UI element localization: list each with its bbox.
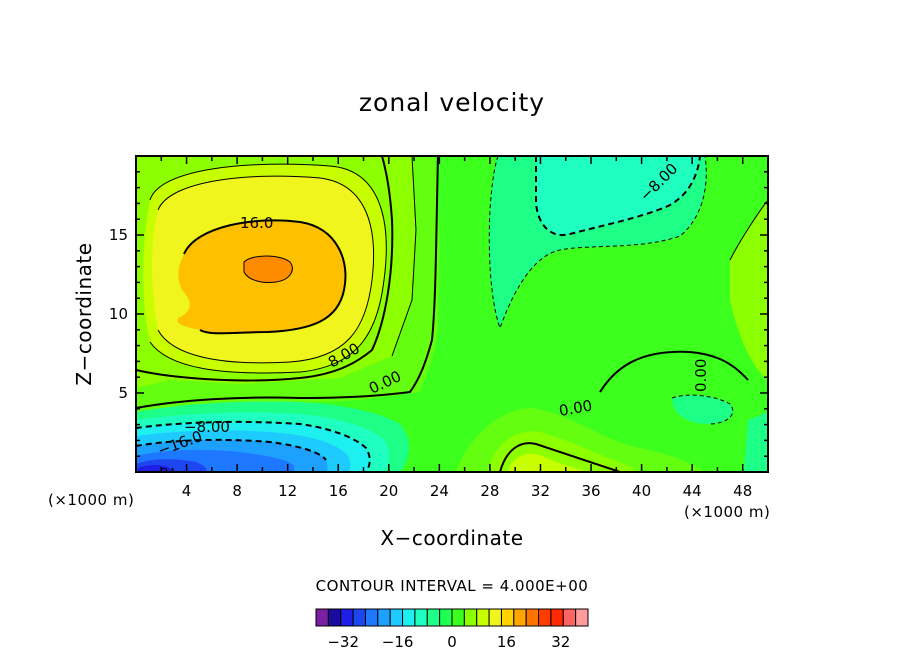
colorbar-tick-label: 0 bbox=[447, 633, 457, 651]
contour-line bbox=[499, 442, 621, 472]
colorbar-tick-label: −32 bbox=[327, 633, 359, 651]
x-tick-label: 20 bbox=[379, 482, 398, 500]
contour-line bbox=[183, 219, 347, 335]
colorbar-swatch bbox=[340, 608, 354, 627]
x-axis: 4 8 12 16 20 24 28 32 36 40 44 48 bbox=[160, 156, 769, 500]
colorbar-swatch bbox=[550, 608, 564, 627]
contour-label: −24 bbox=[152, 466, 175, 479]
contour-label: 0.00 bbox=[692, 359, 710, 392]
x-tick-label: 12 bbox=[278, 482, 297, 500]
colorbar-swatch bbox=[451, 608, 465, 627]
contour-label: −8.00 bbox=[184, 418, 230, 436]
contour-band bbox=[536, 156, 700, 236]
colorbar-swatch bbox=[500, 608, 515, 627]
colorbar-swatch bbox=[402, 608, 416, 627]
x-unit-label: (×1000 m) bbox=[684, 503, 771, 521]
x-tick-label: 40 bbox=[632, 482, 651, 500]
colorbar-tick-label: 16 bbox=[497, 633, 516, 651]
contour-line bbox=[671, 394, 734, 425]
contour-label: 16.0 bbox=[240, 214, 273, 232]
colorbar-swatch bbox=[562, 608, 577, 627]
contour-line bbox=[136, 156, 439, 409]
contour-band bbox=[672, 395, 733, 424]
chart-title: zonal velocity bbox=[358, 88, 546, 117]
x-axis-label: X−coordinate bbox=[380, 526, 524, 550]
colorbar-swatch bbox=[525, 608, 540, 627]
contour-band bbox=[508, 453, 590, 472]
contour-interval-label: CONTOUR INTERVAL = 4.000E+00 bbox=[315, 577, 589, 595]
y-tick-label: 15 bbox=[109, 226, 128, 244]
colorbar-swatch bbox=[463, 608, 478, 627]
contour-line bbox=[391, 156, 417, 357]
x-tick-label: 36 bbox=[581, 482, 600, 500]
colorbar-swatch bbox=[352, 608, 366, 627]
colorbar-swatch bbox=[513, 608, 527, 627]
contour-line bbox=[136, 420, 371, 472]
contour-line bbox=[136, 438, 327, 461]
contour-band bbox=[244, 256, 293, 283]
colorbar-tick-label: −16 bbox=[382, 633, 414, 651]
contour-fill: 16.0 8.00 0.00 −8.00 −16.0 0.00 0.00 −8.… bbox=[136, 156, 768, 479]
contour-line bbox=[157, 175, 375, 364]
colorbar-swatch bbox=[327, 608, 342, 627]
contour-line bbox=[535, 156, 701, 237]
contour-line bbox=[599, 350, 749, 393]
x-tick-label: 4 bbox=[182, 482, 192, 500]
contour-line bbox=[488, 156, 707, 330]
colorbar-swatch bbox=[414, 608, 428, 627]
x-tick-label: 48 bbox=[733, 482, 752, 500]
x-tick-label: 32 bbox=[531, 482, 550, 500]
z-unit-label: (×1000 m) bbox=[48, 491, 135, 509]
y-tick-label: 10 bbox=[109, 305, 128, 323]
contour-line bbox=[149, 163, 387, 374]
x-tick-label: 24 bbox=[430, 482, 449, 500]
contour-band bbox=[744, 412, 768, 472]
colorbar-swatch bbox=[488, 608, 502, 627]
colorbar-swatch bbox=[476, 608, 490, 627]
colorbar-swatch bbox=[315, 608, 329, 627]
x-tick-label: 16 bbox=[329, 482, 348, 500]
colorbar-swatch bbox=[439, 608, 453, 627]
colorbar-swatch bbox=[575, 608, 589, 627]
colorbar-swatch bbox=[377, 608, 391, 627]
contour-line bbox=[243, 255, 293, 283]
colorbar-swatch bbox=[364, 608, 379, 627]
x-tick-label: 8 bbox=[232, 482, 242, 500]
y-axis: 5 10 15 bbox=[109, 171, 768, 457]
y-axis-label: Z−coordinate bbox=[72, 242, 96, 386]
colorbar-swatch bbox=[538, 608, 552, 627]
colorbar: −32 −16 0 16 32 bbox=[315, 608, 589, 651]
x-tick-label: 44 bbox=[683, 482, 702, 500]
colorbar-swatch bbox=[426, 608, 441, 627]
y-tick-label: 5 bbox=[118, 384, 128, 402]
colorbar-tick-label: 32 bbox=[551, 633, 570, 651]
colorbar-swatch bbox=[389, 608, 404, 627]
x-tick-label: 28 bbox=[480, 482, 499, 500]
contour-band bbox=[730, 200, 768, 380]
contour-line bbox=[136, 156, 394, 382]
contour-label: 0.00 bbox=[558, 396, 594, 420]
